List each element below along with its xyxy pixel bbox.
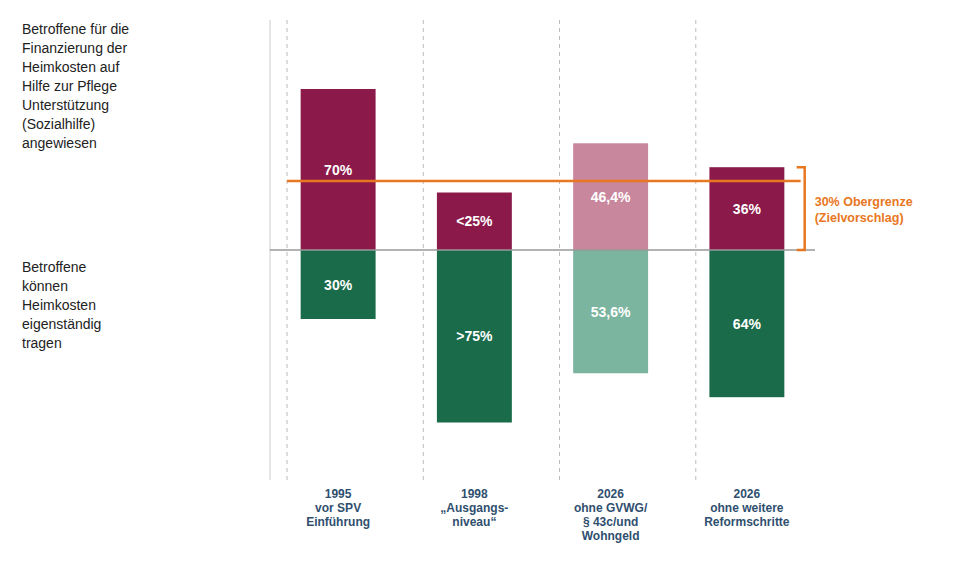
bar xyxy=(709,250,784,397)
category-label: 1998„Ausgangs-niveau“ xyxy=(440,487,508,529)
category-label: 2026ohne weitereReformschritte xyxy=(704,487,790,529)
bar xyxy=(437,250,512,423)
data-labels: 70% <25% 46,4% 36% 30% >75% 53,6% 64% xyxy=(324,162,761,345)
data-label: 70% xyxy=(324,162,353,178)
data-label: >75% xyxy=(456,328,493,344)
data-label: 30% xyxy=(324,277,353,293)
bracket xyxy=(797,167,805,250)
bar xyxy=(301,89,376,250)
bar xyxy=(573,143,648,250)
section-label: Betroffene für dieFinanzierung derHeimko… xyxy=(22,21,129,151)
category-label: 2026ohne GVWG/§ 43c/undWohngeld xyxy=(574,487,648,543)
data-label: 36% xyxy=(733,201,762,217)
data-label: 46,4% xyxy=(591,189,631,205)
data-label: 64% xyxy=(733,316,762,332)
bar xyxy=(301,250,376,319)
section-label: BetroffenekönnenHeimkosteneigenständigtr… xyxy=(22,259,101,351)
chart: 70% <25% 46,4% 36% 30% >75% 53,6% 64% 30% Obergr… xyxy=(0,0,958,578)
bar xyxy=(709,167,784,250)
divider-line xyxy=(270,249,815,251)
data-label: <25% xyxy=(456,213,493,229)
bar xyxy=(437,193,512,251)
category-label: 1995vor SPVEinführung xyxy=(306,487,370,529)
bar xyxy=(573,250,648,373)
reference-line xyxy=(287,180,801,183)
data-label: 53,6% xyxy=(591,304,631,320)
annotation: 30% Obergrenze(Zielvorschlag) xyxy=(815,195,913,225)
bars xyxy=(301,89,785,423)
